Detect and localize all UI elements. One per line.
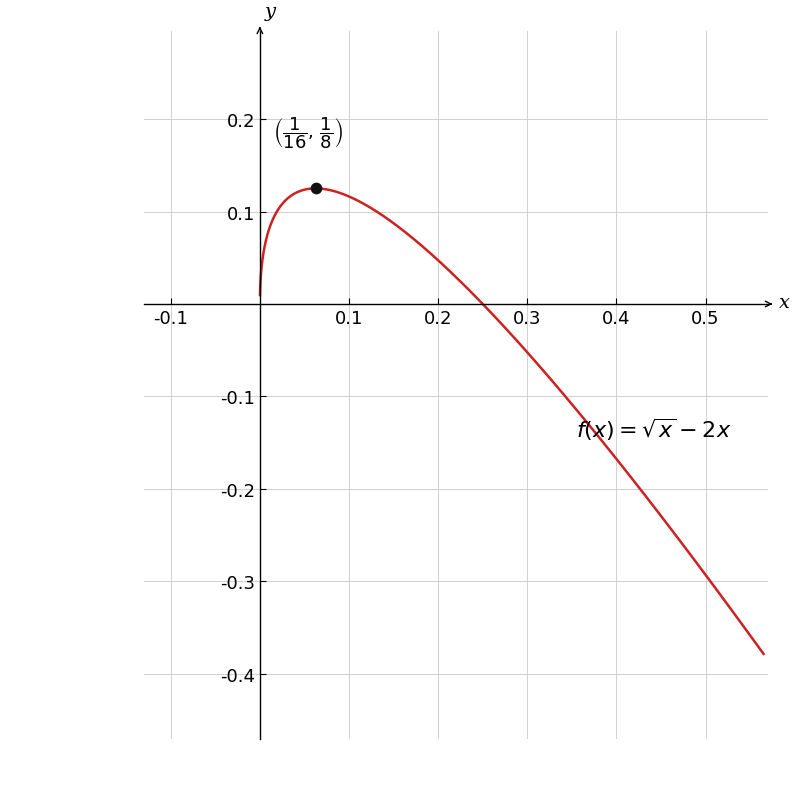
Text: y: y xyxy=(264,3,275,21)
Text: x: x xyxy=(778,294,790,312)
Text: $f(x) = \sqrt{x} - 2x$: $f(x) = \sqrt{x} - 2x$ xyxy=(576,416,732,442)
Point xyxy=(309,183,322,196)
Text: $\left(\dfrac{1}{16},\, \dfrac{1}{8}\right)$: $\left(\dfrac{1}{16},\, \dfrac{1}{8}\rig… xyxy=(274,115,344,150)
